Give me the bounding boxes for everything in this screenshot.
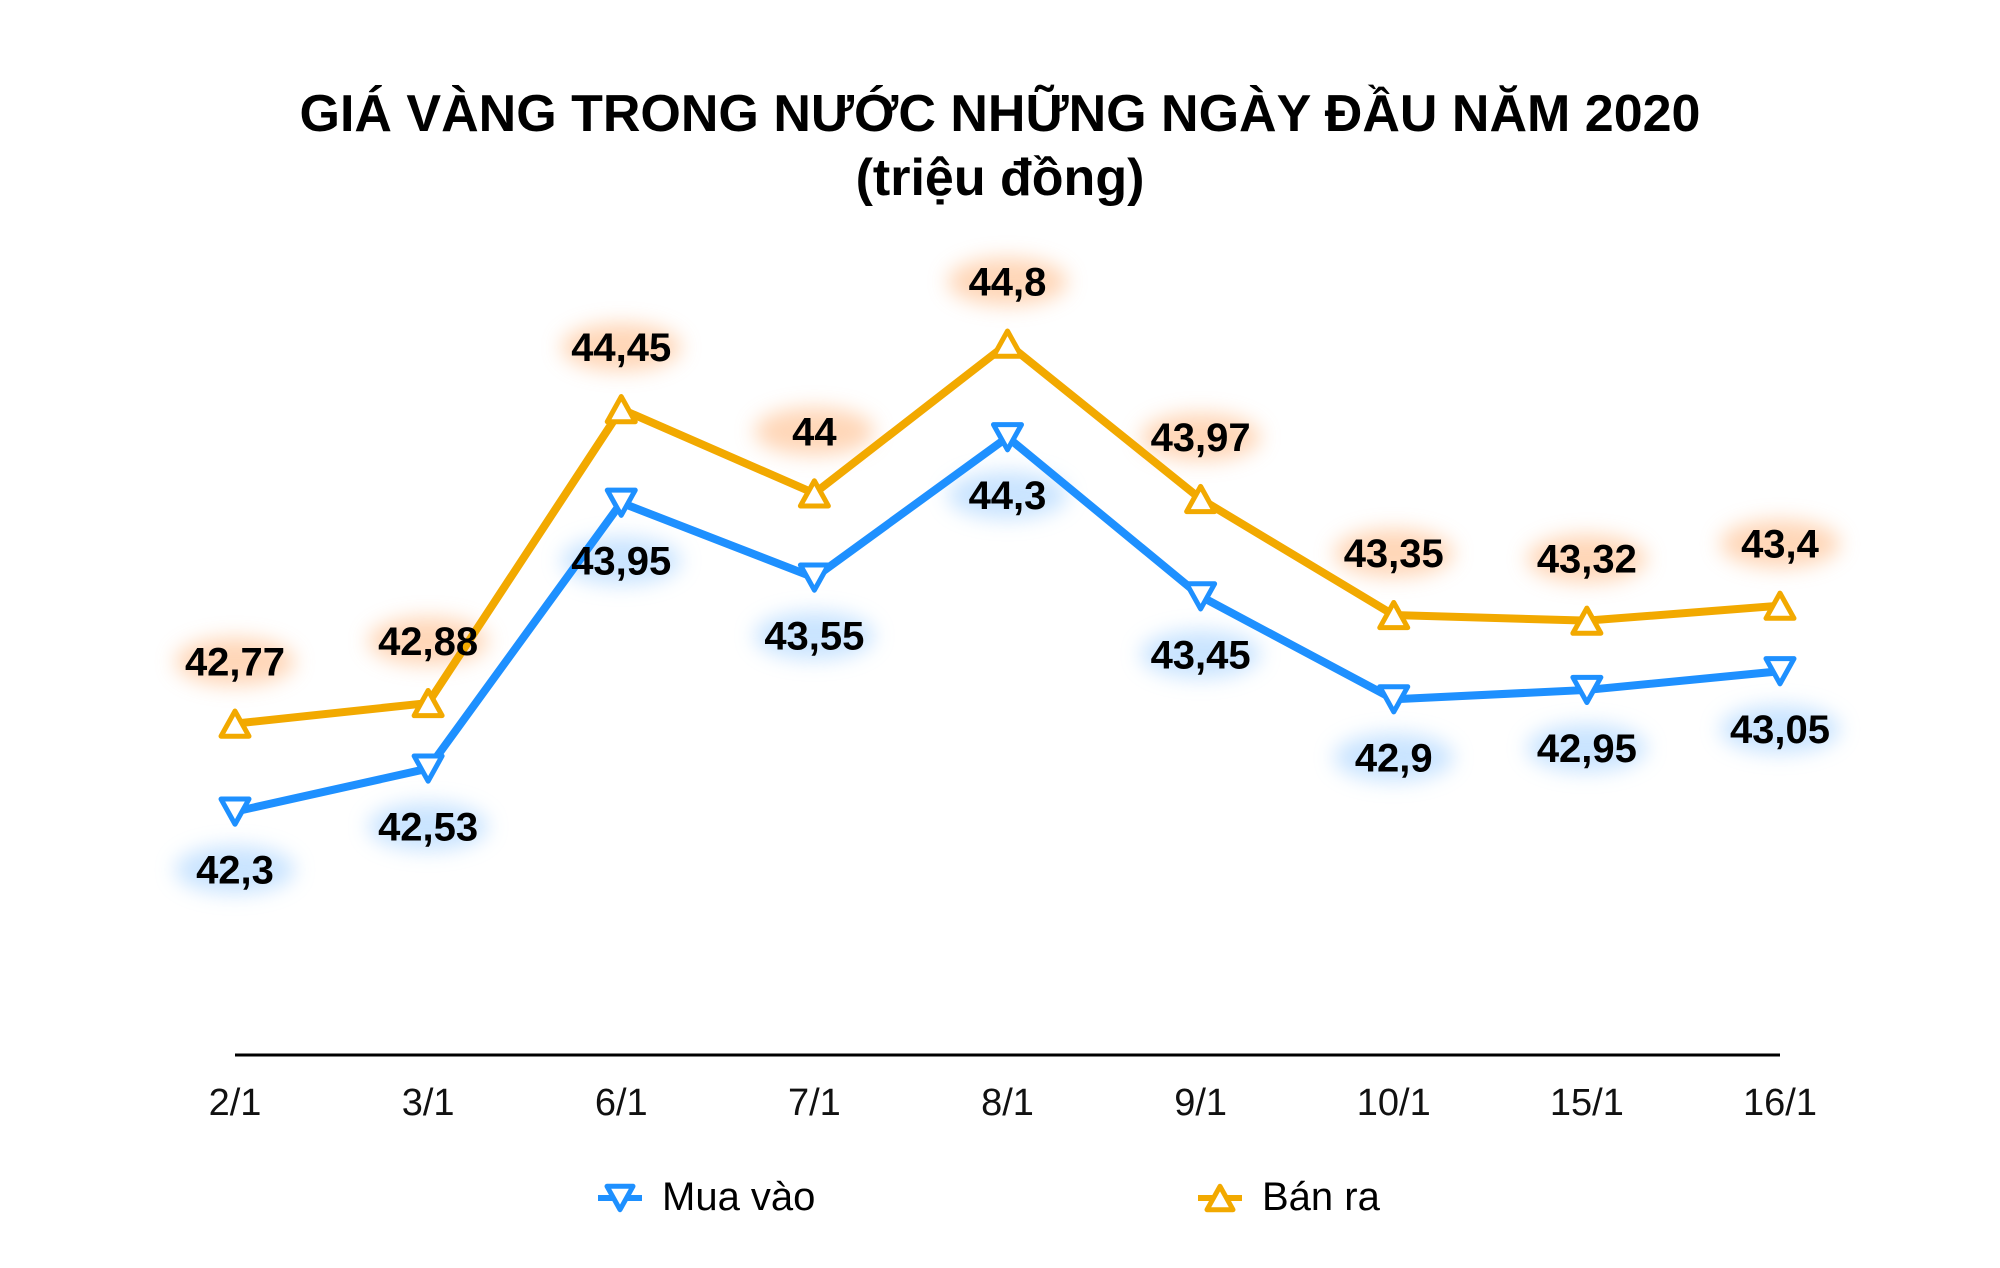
series-marker [1763, 656, 1797, 687]
data-label: 43,05 [1730, 708, 1830, 752]
data-label: 43,95 [571, 540, 671, 584]
data-label: 42,3 [196, 849, 274, 893]
series-marker [1377, 684, 1411, 715]
series-marker [991, 328, 1024, 359]
data-label: 44,45 [571, 326, 671, 370]
data-label-glow [754, 407, 875, 456]
x-tick-label: 6/1 [595, 1082, 648, 1124]
data-labels: 42,3 42,53 43,95 43,55 44,3 43,45 42,9 42,95 43,… [185, 261, 1830, 893]
data-label: 44 [792, 410, 837, 454]
series-marker [797, 562, 831, 593]
data-label: 42,9 [1355, 736, 1433, 780]
data-label: 43,35 [1344, 532, 1444, 576]
data-label-glow [1720, 705, 1840, 754]
data-label: 42,53 [378, 806, 478, 850]
data-label-glow [1333, 529, 1454, 578]
data-label-glow [561, 323, 682, 372]
series-marker [1184, 483, 1218, 515]
series-marker [1377, 599, 1411, 631]
series-markers [218, 328, 1797, 827]
series-marker [1570, 674, 1604, 706]
x-tick-label: 7/1 [788, 1082, 841, 1124]
x-tick-label: 8/1 [981, 1082, 1034, 1124]
x-tick-label: 2/1 [209, 1082, 262, 1124]
x-axis-ticks: 2/1 3/1 6/1 7/1 8/1 9/1 10/1 15/1 16/1 [209, 1082, 1817, 1124]
data-label-glow [1720, 519, 1840, 568]
chart-title: GIÁ VÀNG TRONG NƯỚC NHỮNG NGÀY ĐẦU NĂM 2… [299, 85, 1701, 143]
data-label: 42,95 [1537, 727, 1637, 771]
data-label-glow [754, 611, 875, 660]
x-tick-label: 16/1 [1743, 1082, 1817, 1124]
series-marker [218, 796, 252, 827]
x-tick-label: 10/1 [1357, 1082, 1431, 1124]
series-marker [218, 708, 252, 739]
data-label-glow [947, 471, 1068, 520]
series-marker [604, 487, 638, 518]
series-marker [991, 422, 1024, 453]
data-label: 44,3 [969, 474, 1047, 518]
data-label-glow [1140, 630, 1261, 679]
data-label-glow [175, 845, 295, 894]
series-marker [604, 394, 638, 425]
series-marker [1570, 605, 1604, 636]
data-label-glow [1333, 733, 1454, 782]
legend: Mua vào Bán ra [598, 1175, 1381, 1219]
data-label: 42,77 [185, 641, 285, 685]
data-label-glow [368, 802, 489, 851]
data-label-glow [947, 257, 1068, 306]
data-label: 43,4 [1741, 523, 1820, 567]
data-label: 44,8 [969, 261, 1047, 305]
label-glow-layer [175, 257, 1840, 894]
data-label-glow [175, 637, 295, 686]
legend-marker [604, 1183, 636, 1213]
series-marker [411, 687, 445, 719]
legend-label: Bán ra [1262, 1175, 1381, 1219]
data-label-glow [1140, 412, 1261, 461]
x-tick-label: 9/1 [1174, 1082, 1227, 1124]
series-marker [411, 753, 445, 784]
series-marker [1763, 590, 1797, 621]
data-label-glow [1526, 534, 1647, 583]
x-tick-label: 15/1 [1550, 1082, 1624, 1124]
data-label: 43,97 [1151, 416, 1251, 460]
series-marker [1184, 581, 1218, 612]
data-label-glow [1526, 723, 1647, 772]
x-tick-label: 3/1 [402, 1082, 455, 1124]
chart-subtitle: (triệu đồng) [855, 149, 1145, 207]
series-line [234, 339, 1781, 728]
legend-marker [1204, 1183, 1236, 1213]
data-label: 43,32 [1537, 538, 1637, 582]
legend-label: Mua vào [662, 1175, 815, 1219]
data-label: 43,55 [764, 615, 864, 659]
series-marker [797, 478, 831, 509]
data-label: 43,45 [1151, 633, 1251, 677]
data-label: 42,88 [378, 620, 478, 664]
